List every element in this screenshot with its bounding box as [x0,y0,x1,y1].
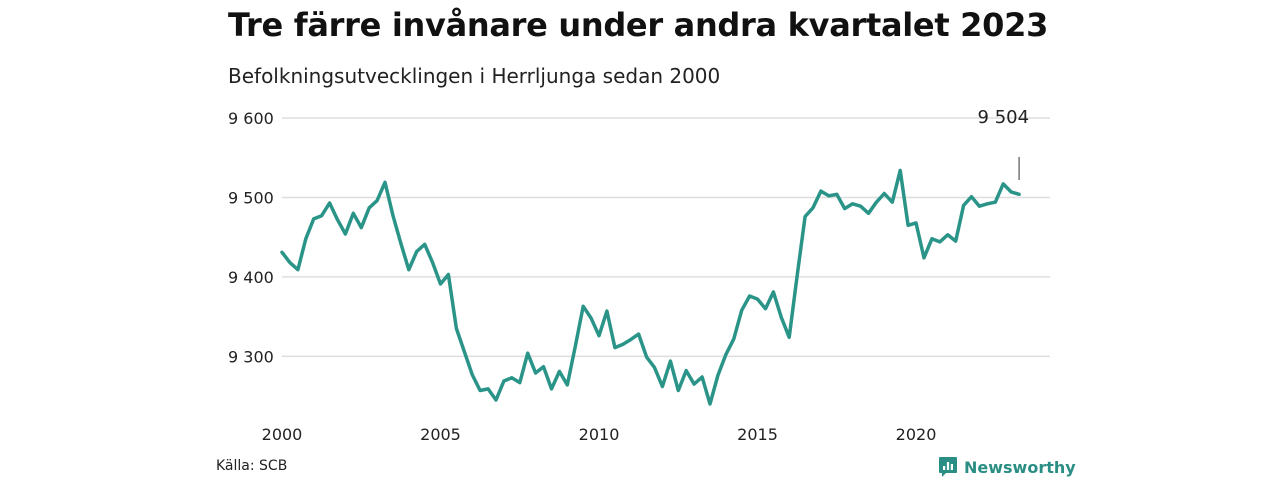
gridlines [282,117,1050,358]
y-tick-label: 9 600 [228,109,274,128]
y-tick-label: 9 400 [228,268,274,287]
annotation-layer: 9 504 [978,107,1030,180]
x-tick-label: 2000 [262,425,303,444]
x-tick-label: 2005 [420,425,461,444]
x-tick-label: 2020 [896,425,937,444]
brand-logo[interactable]: Newsworthy [938,456,1076,478]
brand-name: Newsworthy [964,457,1076,477]
x-tick-label: 2010 [579,425,620,444]
x-tick-label: 2015 [737,425,778,444]
source-note: Källa: SCB [216,458,288,474]
y-tick-label: 9 300 [228,347,274,366]
chart-subtitle: Befolkningsutvecklingen i Herrljunga sed… [228,64,721,88]
chart-title: Tre färre invånare under andra kvartalet… [228,6,1049,44]
y-axis-tick-labels: 9 300 9 400 9 500 9 600 [228,109,274,366]
x-axis-tick-labels: 2000 2005 2010 2015 2020 [262,425,937,444]
series-layer [280,168,1021,406]
annotation-label: 9 504 [978,107,1030,128]
series-line [280,168,1021,406]
newsworthy-chart-icon [939,457,957,477]
y-tick-label: 9 500 [228,188,274,207]
